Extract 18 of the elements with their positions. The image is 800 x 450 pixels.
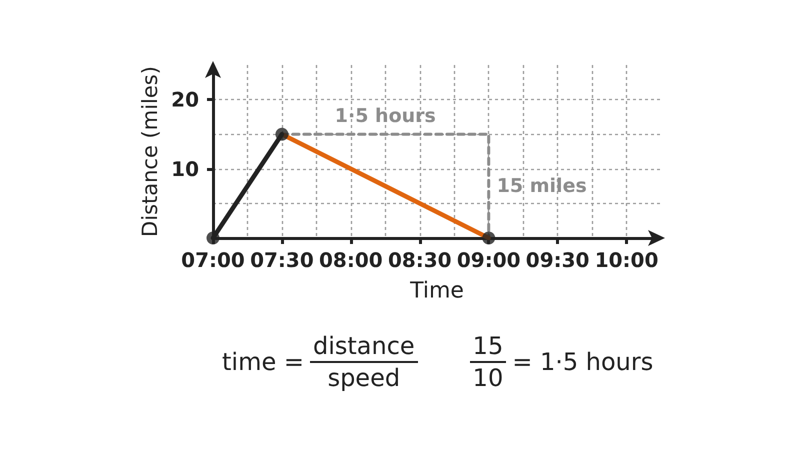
x-tick-label: 07:30 — [250, 248, 314, 272]
x-tick-label: 09:30 — [526, 248, 590, 272]
text: distance — [310, 331, 418, 363]
x-tick-label: 09:00 — [456, 248, 521, 272]
x-tick-label: 10:00 — [594, 248, 658, 272]
x-axis-title: Time — [409, 278, 464, 304]
x-tick-label: 08:00 — [319, 248, 383, 272]
text: time = — [222, 348, 304, 376]
text: 10 — [472, 363, 504, 393]
annotation: 15 miles — [496, 175, 587, 198]
x-tick-label: 08:30 — [388, 248, 452, 272]
y-tick-label: 20 — [171, 88, 199, 112]
text: 15 — [470, 331, 506, 363]
text: speed — [326, 363, 402, 393]
y-axis-title: Distance (miles) — [138, 66, 162, 237]
x-tick-label: 07:00 — [181, 248, 245, 272]
annotation: 1·5 hours — [334, 105, 436, 128]
text: = 1·5 hours — [512, 348, 654, 376]
